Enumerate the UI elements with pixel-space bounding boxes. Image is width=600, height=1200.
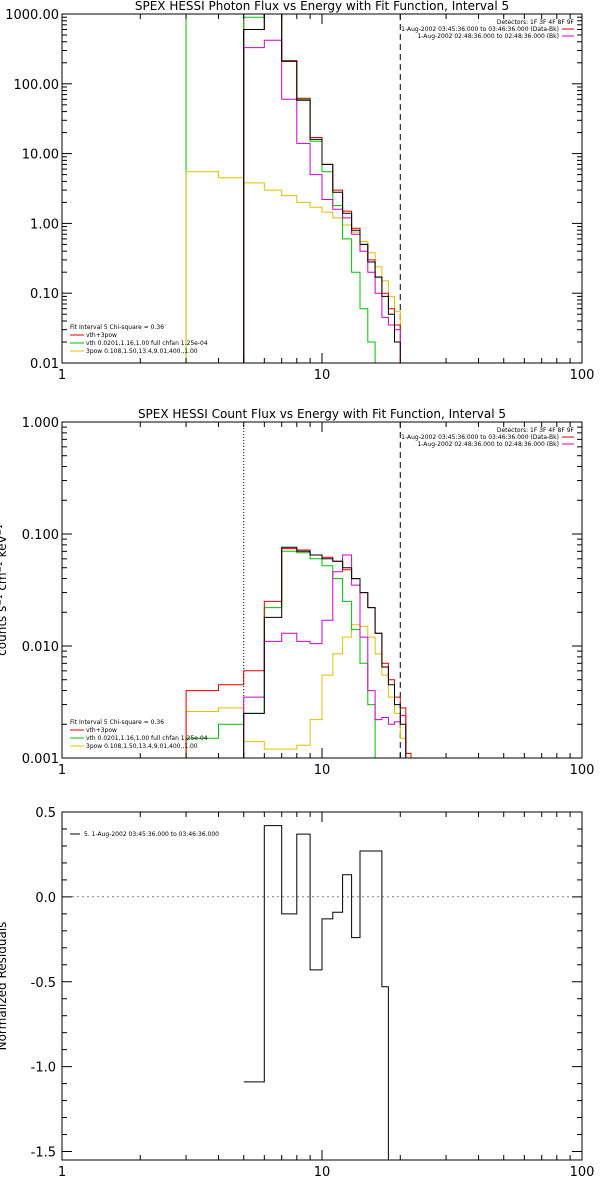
- legend-right-entry: 1-Aug-2002 02:48:36.000 to 02:48:36.000 …: [417, 441, 559, 448]
- chart-panel-3: 1 10 100 0.5 0.0 -0.5 -1.0 -1.5 Normalized Resid…: [0, 806, 594, 1180]
- y-tick-label: 1.000: [22, 416, 59, 431]
- x-tick-label: 1: [58, 1165, 66, 1180]
- y-tick-label: 0.100: [22, 528, 59, 543]
- series-5-line: [243, 546, 407, 758]
- series-2-line: [185, 550, 382, 758]
- y-axis-label: Normalized Residuals: [0, 922, 9, 1051]
- chart-title: SPEX HESSI Photon Flux vs Energy with Fi…: [135, 0, 509, 13]
- plot-data: [62, 825, 582, 1160]
- y-tick-label: 0.10: [30, 287, 59, 302]
- legend-right-entry: 1-Aug-2002 03:45:36.000 to 03:46:36.000 …: [401, 26, 559, 33]
- series-3-line: [243, 554, 411, 758]
- x-tick-label: 100: [570, 368, 595, 383]
- y-tick-label: 0.001: [22, 752, 59, 767]
- plot-frame: [61, 811, 583, 1161]
- x-tick-label: 10: [314, 368, 331, 383]
- series-3-line: [243, 39, 401, 363]
- y-tick-label: -0.5: [31, 976, 56, 991]
- series-1-line: [185, 624, 412, 758]
- x-tick-label: 1: [58, 368, 66, 383]
- legend-left-entry: vth 0.0201,1.16,1.00 full chfan 1.25e-04: [86, 340, 208, 347]
- y-tick-label: 1000.00: [5, 8, 59, 23]
- legend-left-entry: Fit Interval 5 Chi-square = 0.36: [70, 719, 164, 726]
- legend-left-entry: vth 0.0201,1.16,1.00 full chfan 1.25e-04: [86, 735, 208, 742]
- y-tick-label: 0.010: [22, 640, 59, 655]
- chart-title: SPEX HESSI Count Flux vs Energy with Fit…: [138, 407, 506, 421]
- legend-right-entry: Detectors: 1F 3F 4F 8F 9F: [497, 19, 575, 26]
- legend-right-entry: Detectors: 1F 3F 4F 8F 9F: [497, 427, 575, 434]
- legend-left-entry: 5. 1-Aug-2002 03:45:36.000 to 03:46:36.0…: [84, 831, 219, 838]
- plot-data: [185, 422, 412, 758]
- series-4-line: [243, 14, 401, 363]
- y-tick-label: 1.00: [30, 217, 59, 232]
- legend-left-entry: 3pow 0.108,1.50,13.4,9.01,400.,1.00: [86, 743, 198, 750]
- legend-left-entry: vth+3pow: [86, 727, 117, 734]
- legend-right-entry: 1-Aug-2002 03:45:36.000 to 03:46:36.000 …: [401, 434, 559, 441]
- legend-right-entry: 1-Aug-2002 02:48:36.000 to 02:48:36.000 …: [417, 33, 559, 40]
- legend-left-entry: 3pow 0.108,1.50,13.4,9.01,400.,1.00: [86, 348, 198, 355]
- x-tick-label: 1: [58, 763, 66, 778]
- series-4-line: [185, 548, 412, 758]
- y-tick-label: -1.5: [31, 1146, 56, 1161]
- legend-left-entry: Fit Interval 5 Chi-square = 0.36: [70, 324, 164, 331]
- x-tick-label: 100: [570, 1165, 595, 1180]
- y-axis-label: counts s⁻¹ cm⁻² keV⁻¹: [0, 524, 9, 656]
- y-tick-label: 0.01: [30, 357, 59, 372]
- plot-data: [185, 14, 401, 363]
- y-tick-label: 100.00: [14, 78, 60, 93]
- chart-panel-2: SPEX HESSI Count Flux vs Energy with Fit…: [0, 407, 594, 778]
- chart-panel-1: SPEX HESSI Photon Flux vs Energy with Fi…: [5, 0, 594, 383]
- series-1-line: [185, 171, 401, 363]
- y-tick-label: -1.0: [31, 1061, 56, 1076]
- x-tick-label: 100: [570, 763, 595, 778]
- x-tick-label: 10: [314, 1165, 331, 1180]
- series-5-line: [243, 14, 401, 363]
- y-tick-label: 10.00: [22, 148, 59, 163]
- x-tick-label: 10: [314, 763, 331, 778]
- y-tick-label: 0.5: [35, 806, 56, 821]
- legend-left-entry: vth+3pow: [86, 332, 117, 339]
- series-1-line: [243, 825, 401, 1160]
- y-tick-label: 0.0: [35, 891, 56, 906]
